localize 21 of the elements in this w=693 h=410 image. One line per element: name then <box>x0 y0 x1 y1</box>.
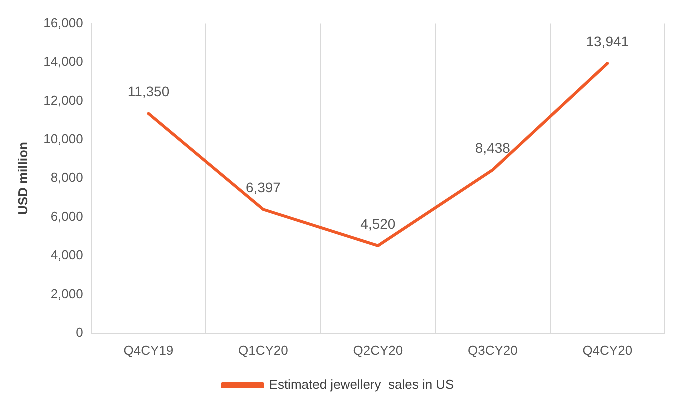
y-tick-label: 14,000 <box>44 54 84 70</box>
y-tick-label: 4,000 <box>50 248 84 263</box>
y-tick-label: 0 <box>76 324 84 340</box>
data-label: 11,350 <box>128 84 170 100</box>
y-tick-label: 8,000 <box>50 170 84 186</box>
y-tick-label: 10,000 <box>44 131 84 146</box>
x-tick-label: Q2CY20 <box>353 342 404 358</box>
y-tick-label: 6,000 <box>50 208 84 224</box>
x-tick-label: Q3CY20 <box>468 342 518 358</box>
data-label: 6,397 <box>246 179 282 196</box>
x-tick-label: Q4CY20 <box>582 342 633 358</box>
data-label: 4,520 <box>360 216 396 232</box>
data-label: 8,438 <box>475 140 511 156</box>
data-label: 13,941 <box>586 34 630 50</box>
x-tick-label: Q1CY20 <box>238 342 288 358</box>
x-tick-label: Q4CY19 <box>124 342 174 358</box>
legend-label: Estimated jewellery sales in US <box>269 377 455 392</box>
y-tick-label: 12,000 <box>44 92 84 108</box>
y-tick-label: 2,000 <box>50 286 84 302</box>
y-tick-label: 16,000 <box>44 15 84 30</box>
y-axis-title: USD million <box>15 142 30 216</box>
